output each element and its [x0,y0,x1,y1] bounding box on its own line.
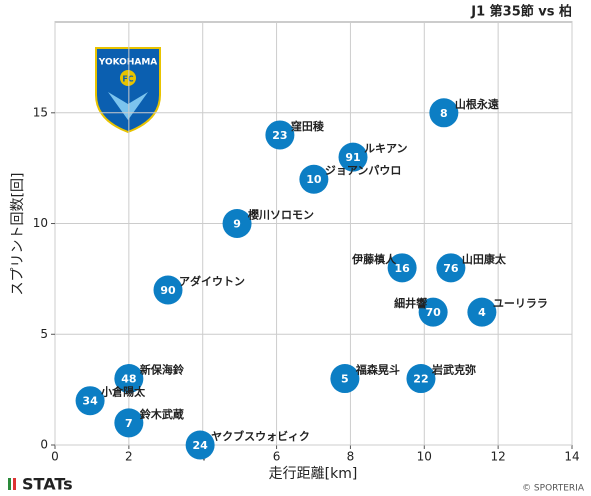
y-tick-label: 0 [40,438,48,452]
point-number: 70 [425,306,441,319]
x-tick-label: 0 [51,450,59,464]
logo-bird [108,92,148,120]
point [222,209,252,239]
point-name: ルキアン [364,142,408,155]
x-tick-label: 14 [564,450,579,464]
point-name: 窪田稜 [291,119,325,133]
point-name: ジョアンパウロ [325,164,402,177]
brand: STATs [8,475,73,494]
point-name: 福森晃斗 [355,363,400,377]
point [387,253,417,283]
point [75,386,105,416]
point-number: 76 [443,262,459,275]
point-name: 小倉陽太 [100,385,146,399]
point [114,408,144,438]
chart-title: J1 第35節 vs 柏 [470,4,572,20]
point-number: 10 [306,173,322,186]
point [406,364,436,394]
point [429,98,459,128]
point [330,364,360,394]
point-number: 16 [394,262,410,275]
brand-bar [13,478,16,490]
point-number: 7 [125,417,133,430]
brand-text: STATs [22,475,73,494]
logo-shield [95,47,161,134]
point [153,275,183,305]
x-axis-label: 走行距離[km] [269,465,358,482]
point-number: 48 [121,373,136,386]
logo-text: YOKOHAMA [98,58,158,68]
point-name: 櫻川ソロモン [247,208,314,222]
point [436,253,466,283]
point-name: アダイウトン [179,274,245,288]
point-name: 鈴木武蔵 [140,407,184,421]
y-tick-label: 5 [40,327,48,341]
point-number: 22 [413,373,428,386]
x-tick-label: 6 [273,450,281,464]
point-number: 5 [341,373,349,386]
point-number: 24 [192,439,208,452]
copyright: © SPORTERIA [522,484,585,494]
point-number: 8 [440,107,448,120]
point-name: 山根永遠 [455,97,499,111]
logo-badge [120,70,136,86]
point [265,120,295,150]
point-number: 90 [160,284,176,297]
x-tick-label: 2 [125,450,133,464]
point-name: ヤクブスウォビィク [211,429,310,443]
brand-bar [8,478,11,490]
point-number: 34 [82,395,98,408]
point-number: 91 [345,151,360,164]
point-name: 伊藤槙人 [351,252,397,266]
x-tick-label: 8 [347,450,355,464]
x-tick-label: 10 [417,450,432,464]
point-name: 細井響 [394,296,427,310]
y-axis-label: スプリント回数[回] [10,173,26,296]
team-logo: YOKOHAMA FC [95,47,161,134]
y-tick-label: 15 [33,105,48,119]
point-name: 新保海鈴 [140,363,185,377]
y-tick-label: 10 [33,216,48,230]
point-name: ユーリララ [493,297,548,310]
point [299,164,329,194]
point [114,364,144,394]
point [338,142,368,172]
point [185,430,215,460]
point-number: 4 [478,306,486,319]
point-number: 23 [272,129,287,142]
point-number: 9 [233,218,241,231]
point [467,297,497,327]
logo-badge-text: FC [122,75,133,84]
point [418,297,448,327]
point-name: 山田康太 [462,252,507,266]
point-name: 岩武克弥 [431,363,476,377]
x-tick-label: 12 [491,450,506,464]
